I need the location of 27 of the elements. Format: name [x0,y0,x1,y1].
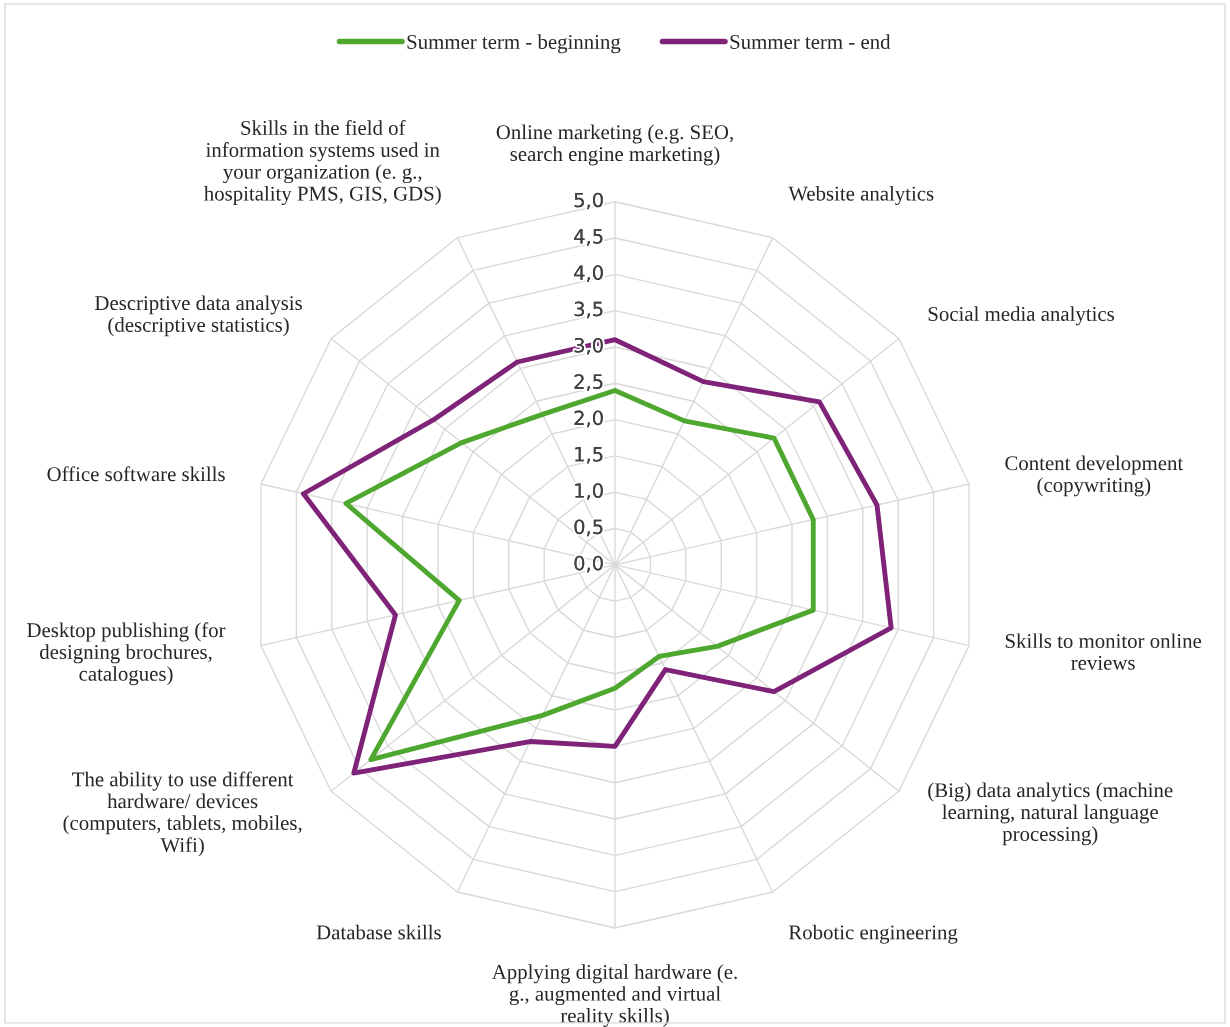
y-tick-label: 3,0 [574,337,603,355]
y-tick-label: 4,5 [574,229,603,246]
spoke-label: Robotic engineering [788,924,958,944]
y-tick-label: 4,0 [574,265,603,282]
spoke-label: Social media analytics [928,306,1114,326]
spoke-label: Applying digital hardware (e. g., augmented and virtual reality skills) [491,964,737,1027]
y-tick-label: 2,5 [574,374,603,391]
y-tick-label: 5,0 [574,192,603,210]
spoke-label: Content development (copywriting) [1005,455,1184,497]
spoke-label: Skills to monitor online reviews [1005,633,1202,670]
y-tick-label: 0,5 [574,519,603,537]
spoke-label: Descriptive data analysis (descriptive statistics) [95,295,302,337]
legend-label: Summer term - end [730,34,891,49]
y-tick-label: 1,5 [575,447,603,464]
spoke-label: Website analytics [788,186,934,205]
spoke-label: The ability to use different hardware/ devices (computers, tablets, mobiles, Wifi) [63,771,302,857]
y-tick-label: 0,0 [574,555,603,573]
spoke-label: (Big) data analytics (machine learning, natural language processing) [928,782,1173,846]
spoke-label: Skills in the field of information systems used in your organization (e. g., hospitality PMS, GIS, GDS) [204,120,441,205]
spoke-label: Desktop publishing (for designing brochures, catalogues) [27,622,226,686]
spoke-label: Online marketing (e.g. SEO, search engine marketing) [496,124,733,166]
spoke-label: Database skills [316,924,441,940]
spoke-label: Office software skills [47,466,225,482]
y-tick-label: 2,0 [574,410,603,428]
y-tick-label: 1,0 [575,483,603,500]
y-tick-label: 3,5 [574,301,603,319]
legend-label: Summer term - beginning [407,34,621,54]
